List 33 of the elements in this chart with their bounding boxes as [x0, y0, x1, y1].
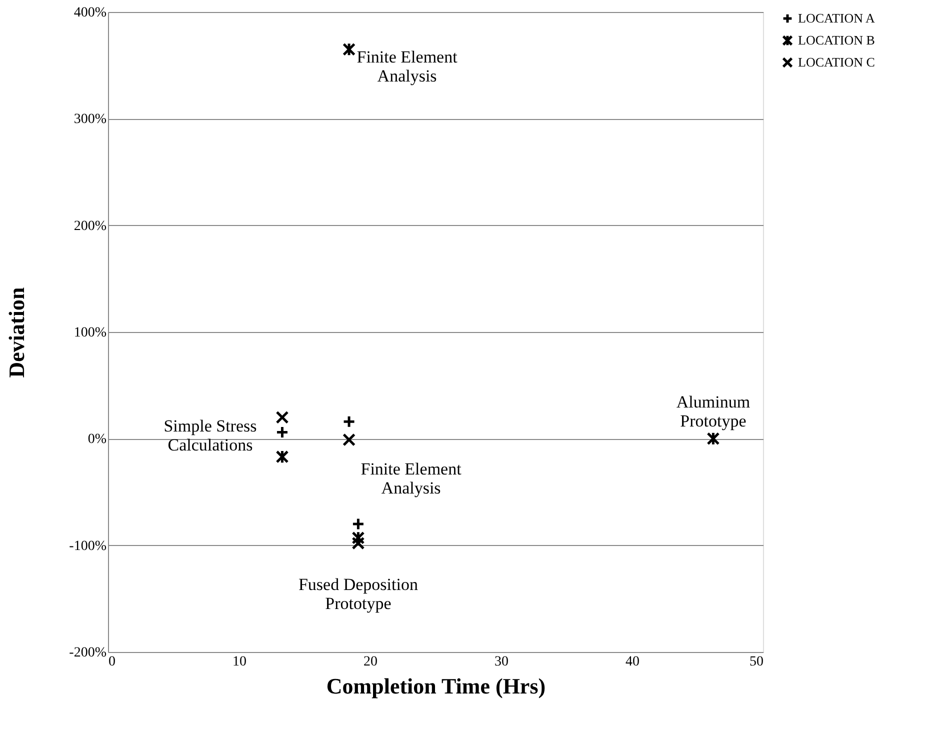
annotation: Finite Element Analysis	[360, 460, 462, 498]
annotation: Finite Element Analysis	[356, 47, 458, 86]
y-tick-label: -200%	[69, 646, 107, 660]
point	[276, 410, 289, 424]
y-tick-label: -100%	[69, 538, 107, 554]
y-tick-label: 0%	[88, 432, 107, 448]
y-axis-title: Deviation	[4, 287, 30, 378]
x-tick-label: 50	[750, 654, 764, 670]
annotation: Simple Stress Calculations	[164, 416, 257, 454]
annotation: Aluminum Prototype	[676, 392, 750, 431]
point	[352, 518, 365, 530]
point	[352, 536, 365, 550]
x-tick-label: 10	[232, 654, 246, 670]
x-tick-label: 20	[364, 654, 378, 670]
x-tick-label: 0	[108, 654, 116, 670]
legend-label: LOCATION A	[798, 10, 876, 26]
point	[276, 450, 289, 464]
legend-label: LOCATION B	[798, 32, 876, 48]
y-tick-label: 100%	[74, 326, 107, 340]
y-tick-label: 200%	[74, 218, 107, 234]
point	[342, 42, 356, 56]
point	[342, 433, 356, 446]
annotation: Fused Deposition Prototype	[298, 575, 418, 614]
y-tick-label: 300%	[74, 112, 107, 128]
x-tick-label: 30	[494, 654, 508, 670]
x-tick-label: 40	[626, 654, 640, 670]
y-tick-label: 400%	[74, 6, 107, 20]
point	[706, 432, 720, 446]
point	[352, 530, 365, 545]
point	[342, 415, 356, 428]
legend-label: LOCATION C	[798, 54, 875, 70]
x-axis-title: Completion Time (Hrs)	[326, 674, 546, 698]
point	[276, 426, 289, 439]
